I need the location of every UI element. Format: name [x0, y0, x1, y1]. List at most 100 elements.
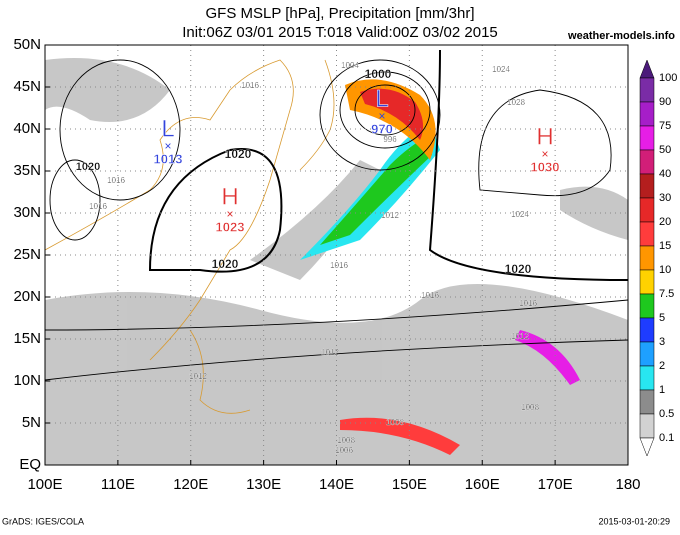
center-letter: L	[161, 115, 174, 142]
precip-band	[300, 79, 580, 455]
coast	[189, 329, 251, 414]
shade	[250, 160, 380, 280]
shade	[45, 284, 628, 465]
isobar	[59, 59, 181, 201]
isobar-label: 1020	[212, 257, 239, 271]
coast	[44, 59, 294, 361]
shade	[560, 186, 628, 240]
shade	[360, 88, 424, 140]
isobar-label: 1016	[330, 261, 348, 270]
legend-swatch	[639, 269, 655, 295]
subtitle: Init:06Z 03/01 2015 T:018 Valid:00Z 03/0…	[182, 24, 498, 41]
legend-swatch	[639, 365, 655, 391]
isobar-label: 1004	[341, 61, 359, 70]
lon-label: 180	[615, 476, 640, 493]
isobar-label: 1012	[511, 332, 529, 341]
isobar-label: 1028	[507, 98, 525, 107]
lat-label: 20N	[13, 288, 41, 305]
legend-label: 7.5	[659, 288, 674, 300]
isobar-label: 1012	[381, 211, 399, 220]
site: weather-models.info	[567, 30, 675, 42]
center-mark: ×	[226, 207, 233, 221]
lat-label: 50N	[13, 36, 41, 53]
lon-label: 140E	[319, 476, 354, 493]
isobar-label: 1016	[421, 291, 439, 300]
lon-label: 170E	[538, 476, 573, 493]
lon-label: 100E	[27, 476, 62, 493]
isobar	[44, 299, 629, 331]
lon-label: 130E	[246, 476, 281, 493]
center-value: 970	[371, 121, 393, 136]
legend-swatch	[639, 149, 655, 175]
shade	[45, 58, 170, 122]
coastlines	[44, 59, 335, 414]
title: GFS MSLP [hPa], Precipitation [mm/3hr]	[206, 5, 475, 22]
lat-label: 40N	[13, 120, 41, 137]
isobar	[148, 148, 283, 273]
lat-label: 15N	[13, 330, 41, 347]
lon-label: 160E	[465, 476, 500, 493]
graticule	[45, 45, 628, 465]
isobar-label: 1008	[337, 436, 355, 445]
isobar-label: 1016	[519, 299, 537, 308]
center-mark: ×	[164, 139, 171, 153]
legend-swatch	[639, 341, 655, 367]
legend-swatch	[639, 173, 655, 199]
legend-swatch	[639, 293, 655, 319]
lat-label: 45N	[13, 78, 41, 95]
isobar	[44, 339, 629, 381]
isobar	[49, 159, 101, 241]
lat-label: 25N	[13, 246, 41, 263]
legend-label: 20	[659, 216, 671, 228]
lat-label: EQ	[19, 456, 41, 473]
shade	[340, 417, 460, 455]
legend-swatch	[639, 125, 655, 151]
isobar-label: 1016	[107, 176, 125, 185]
legend-label: 0.1	[659, 432, 674, 444]
center-value: 1013	[154, 151, 183, 166]
isobar	[478, 89, 612, 197]
footer-right: 2015-03-01-20:29	[598, 516, 670, 526]
isobar-label: 1024	[511, 210, 529, 219]
legend-swatch	[639, 317, 655, 343]
coast	[299, 59, 335, 171]
isobar-label: 1006	[335, 446, 353, 455]
legend-swatch	[639, 221, 655, 247]
legend-swatch	[639, 413, 655, 439]
center-mark: ×	[378, 109, 385, 123]
legend-swatch	[639, 197, 655, 223]
legend-arrow	[639, 59, 655, 79]
center-letter: L	[375, 85, 388, 112]
legend-label: 75	[659, 120, 671, 132]
precip-light	[45, 58, 628, 465]
isobar-label: 996	[383, 135, 397, 144]
legend-label: 40	[659, 168, 671, 180]
isobar-label: 1000	[365, 67, 392, 81]
legend-label: 10	[659, 264, 671, 276]
lon-label: 150E	[392, 476, 427, 493]
legend-label: 5	[659, 312, 665, 324]
legend-swatch	[639, 77, 655, 103]
isobar-label: 1020	[225, 147, 252, 161]
footer-left: GrADS: IGES/COLA	[2, 516, 84, 526]
isobar-label: 1012	[189, 372, 207, 381]
isobar-label: 1008	[386, 418, 404, 427]
isobar	[319, 59, 441, 171]
center-letter: H	[536, 123, 553, 150]
legend-label: 1	[659, 384, 665, 396]
center-mark: ×	[541, 147, 548, 161]
isobar-label: 1012	[321, 348, 339, 357]
isobar-label: 1020	[76, 161, 100, 173]
lat-label: 30N	[13, 204, 41, 221]
legend-label: 100	[659, 72, 677, 84]
lat-label: 5N	[22, 414, 41, 431]
lon-label: 120E	[173, 476, 208, 493]
map-area	[44, 44, 629, 466]
center-value: 1023	[216, 219, 245, 234]
legend-swatch	[639, 389, 655, 415]
isobar	[428, 49, 629, 281]
legend-arrow	[639, 437, 655, 457]
legend-label: 15	[659, 240, 671, 252]
lat-label: 10N	[13, 372, 41, 389]
